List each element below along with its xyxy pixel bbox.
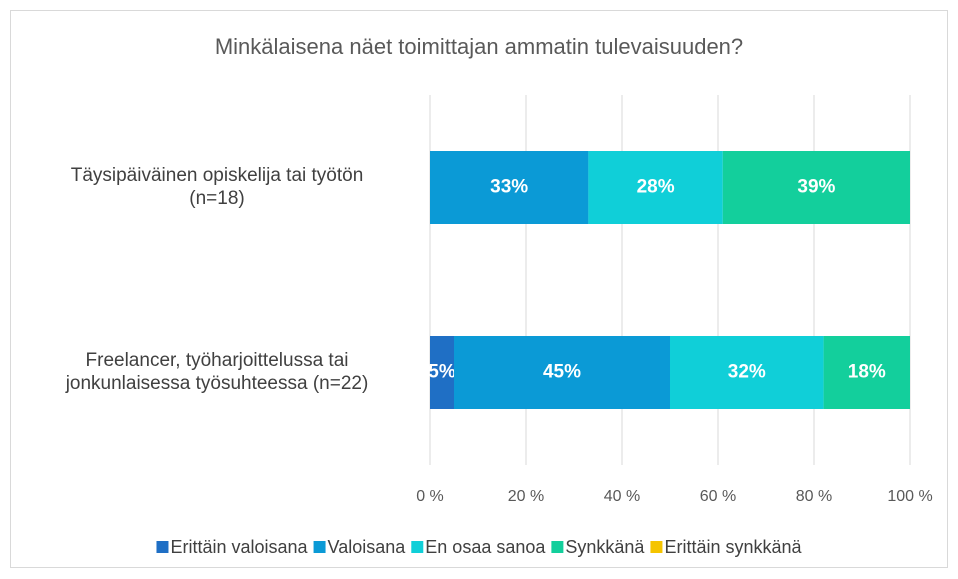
x-tick-label: 40 % <box>604 488 640 505</box>
data-label: 32% <box>728 362 766 383</box>
data-label: 45% <box>543 362 581 383</box>
legend-swatch <box>551 541 564 553</box>
data-label: 18% <box>848 362 886 383</box>
bar-segment <box>823 336 910 409</box>
legend-swatch <box>650 541 663 553</box>
legend-label: Synkkänä <box>565 537 645 557</box>
data-label: 39% <box>797 177 835 198</box>
data-label: 5% <box>428 362 456 383</box>
x-tick-label: 20 % <box>508 488 544 505</box>
data-label: 33% <box>490 177 528 198</box>
x-tick-label: 80 % <box>796 488 832 505</box>
chart-title: Minkälaisena näet toimittajan ammatin tu… <box>215 34 743 59</box>
legend-label: En osaa sanoa <box>425 537 546 557</box>
legend: Erittäin valoisana Valoisana En osaa sanoa… <box>156 537 803 557</box>
legend-swatch <box>313 541 326 553</box>
legend-swatch <box>411 541 424 553</box>
bar-segment <box>722 151 910 224</box>
bar-segment <box>430 151 589 224</box>
legend-label: Valoisana <box>328 537 407 557</box>
bar-segment <box>430 336 454 409</box>
legend-swatch <box>156 541 169 553</box>
chart-border <box>10 10 948 568</box>
x-tick-label: 0 % <box>416 488 444 505</box>
bar-segment <box>670 336 824 409</box>
x-tick-label: 60 % <box>700 488 736 505</box>
data-label: 28% <box>637 177 675 198</box>
legend-label: Erittäin synkkänä <box>664 537 802 557</box>
y-tick-label: Täysipäiväinen opiskelija tai työtön (n=1… <box>71 165 364 209</box>
bar-segment <box>588 151 723 224</box>
bar-segment <box>454 336 670 409</box>
legend-label: Erittäin valoisana <box>170 537 308 557</box>
x-tick-label: 100 % <box>887 488 932 505</box>
y-tick-label: Freelancer, työharjoittelussa tai jonkunl… <box>65 350 369 394</box>
